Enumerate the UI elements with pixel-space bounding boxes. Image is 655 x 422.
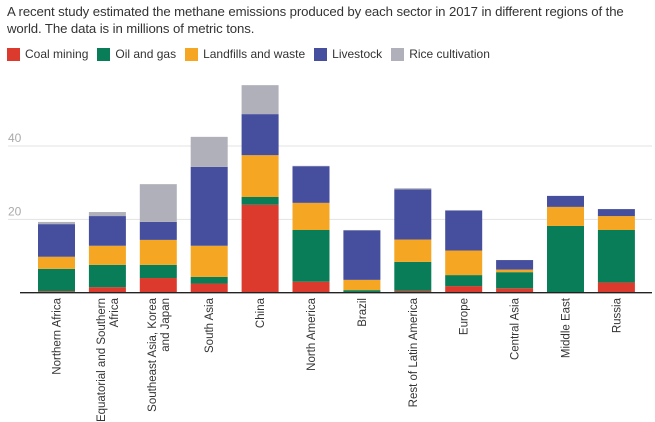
x-tick-label: Europe	[459, 298, 471, 335]
bar-segment	[139, 239, 177, 265]
bar-segment	[292, 229, 330, 282]
bar-segment	[190, 283, 228, 293]
bar-segment	[547, 195, 584, 207]
legend-swatch	[314, 47, 328, 61]
bar-segment	[38, 291, 75, 293]
legend-item: Livestock	[314, 47, 382, 61]
bar-segment	[241, 85, 279, 115]
bar-segment	[597, 216, 635, 230]
y-tick-label: 20	[8, 204, 22, 218]
x-tick-label: Brazil	[357, 298, 369, 327]
bar-segment	[496, 260, 534, 270]
bar-segment	[445, 275, 483, 287]
bar-segment	[343, 290, 381, 292]
x-tick-label: China	[255, 297, 267, 328]
bar-segment	[38, 224, 75, 257]
bar-segment	[445, 210, 483, 251]
bar-segment	[88, 287, 126, 293]
bar-segment	[292, 281, 330, 293]
bar-segment	[190, 166, 228, 246]
bar-segment	[343, 279, 381, 291]
legend-item: Rice cultivation	[391, 47, 490, 61]
bar-segment	[38, 268, 75, 292]
bar-segment	[241, 196, 279, 205]
bar-segment	[139, 184, 177, 222]
legend-swatch	[391, 47, 405, 61]
bar-segment	[445, 250, 483, 276]
bar-segment	[190, 136, 228, 167]
legend: Coal mining Oil and gas Landfills and wast…	[7, 47, 490, 61]
bar-segment	[496, 269, 534, 273]
legend-label: Coal mining	[25, 47, 89, 61]
bar-segment	[241, 204, 279, 293]
bar-segment	[88, 245, 126, 265]
x-tick-label: Southeast Asia, Koreaand Japan	[147, 297, 172, 411]
bar-segment	[394, 239, 432, 262]
bar-segment	[445, 286, 483, 293]
legend-label: Landfills and waste	[203, 47, 306, 61]
legend-label: Livestock	[332, 47, 383, 61]
legend-label: Rice cultivation	[409, 47, 490, 61]
legend-item: Coal mining	[7, 47, 88, 61]
bar-segment	[597, 282, 635, 293]
bar-segment	[394, 290, 432, 293]
legend-label: Oil and gas	[115, 47, 177, 61]
bar-segment	[88, 264, 126, 288]
bar-segment	[139, 264, 177, 279]
bar-segment	[190, 245, 228, 277]
bar-segment	[88, 216, 126, 246]
bar-segment	[597, 209, 635, 217]
legend-swatch	[97, 47, 111, 61]
bar-segment	[343, 230, 381, 280]
legend-item: Landfills and waste	[185, 47, 305, 61]
legend-item: Oil and gas	[97, 47, 176, 61]
bar-segment	[292, 166, 330, 203]
x-tick-label: North America	[306, 297, 318, 370]
bar-segment	[38, 221, 75, 225]
bar-segment	[547, 206, 584, 226]
x-tick-label: Middle East	[561, 297, 573, 358]
bar-segment	[241, 114, 279, 156]
bar-segment	[139, 221, 177, 240]
x-tick-label: Rest of Latin America	[408, 297, 420, 407]
bar-segment	[394, 189, 432, 240]
x-tick-label: Northern Africa	[52, 297, 64, 374]
y-tick-label: 40	[8, 131, 22, 145]
legend-swatch	[7, 47, 20, 61]
bar-segment	[547, 225, 584, 293]
bar-segment	[88, 212, 126, 217]
x-tick-label: Equatorial and SouthernAfrica	[96, 297, 121, 422]
bar-segment	[597, 229, 635, 283]
chart-title: A recent study estimated the methane emi…	[7, 4, 624, 36]
bar-segment	[496, 288, 534, 293]
x-tick-label: South Asia	[204, 297, 216, 353]
bar-segment	[38, 256, 75, 269]
x-tick-label: Central Asia	[510, 297, 522, 360]
bar-segment	[139, 278, 177, 293]
x-tick-label: Russia	[611, 297, 623, 333]
bar-segment	[190, 276, 228, 284]
bar-segment	[241, 155, 279, 197]
legend-swatch	[185, 47, 199, 61]
bar-segment	[394, 188, 432, 190]
bar-segment	[292, 202, 330, 230]
bar-segment	[394, 261, 432, 291]
bar-segment	[496, 272, 534, 289]
